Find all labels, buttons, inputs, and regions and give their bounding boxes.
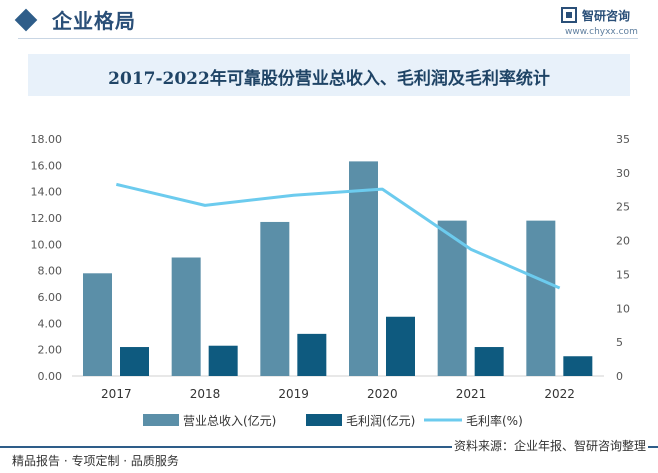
y-right-tick-label: 30 xyxy=(616,167,630,180)
bar-gross-profit xyxy=(563,356,593,376)
y-right-tick-label: 35 xyxy=(616,133,630,146)
legend-swatch-revenue xyxy=(143,414,179,426)
x-tick-label: 2019 xyxy=(278,387,309,401)
y-left-tick-label: 8.00 xyxy=(38,265,63,278)
x-tick-label: 2022 xyxy=(544,387,575,401)
legend-label-gross-profit: 毛利润(亿元) xyxy=(346,413,415,428)
y-left-tick-label: 18.00 xyxy=(31,133,63,146)
x-tick-label: 2020 xyxy=(367,387,398,401)
y-right-tick-label: 15 xyxy=(616,268,630,281)
y-left-tick-label: 4.00 xyxy=(38,317,63,330)
y-left-tick-label: 0.00 xyxy=(38,370,63,383)
chart: 0.00 2.00 4.00 6.00 8.00 10.00 12.00 14.00 16.00… xyxy=(31,133,631,428)
legend-label-revenue: 营业总收入(亿元) xyxy=(183,413,276,428)
x-tick-label: 2018 xyxy=(190,387,221,401)
footer-slogan: 精品报告 · 专项定制 · 品质服务 xyxy=(12,454,179,468)
bar-gross-profit xyxy=(474,347,504,376)
legend-swatch-gross-profit xyxy=(306,414,342,426)
y-left-tick-label: 14.00 xyxy=(31,186,63,199)
bar-gross-profit xyxy=(297,333,327,376)
y-right-tick-label: 0 xyxy=(616,370,623,383)
y-right-tick-label: 5 xyxy=(616,336,623,349)
y-left-tick-label: 10.00 xyxy=(31,238,63,251)
brand-logo-icon xyxy=(561,7,577,23)
y-left-tick-label: 2.00 xyxy=(38,344,63,357)
legend-label-gross-margin: 毛利率(%) xyxy=(466,413,523,428)
chart-title: 2017-2022年可靠股份营业总收入、毛利润及毛利率统计 xyxy=(108,69,550,89)
data-source: 资料来源：企业年报、智研咨询整理 xyxy=(451,437,648,454)
bar-revenue xyxy=(437,220,467,376)
y-right-tick-label: 20 xyxy=(616,235,630,248)
bar-revenue xyxy=(260,221,290,376)
section-title: 企业格局 xyxy=(52,9,136,33)
y-right-tick-label: 25 xyxy=(616,201,630,214)
bar-gross-profit xyxy=(120,347,149,376)
y-right-tick-label: 10 xyxy=(616,302,630,315)
y-left-tick-label: 6.00 xyxy=(38,291,63,304)
brand-url: www.chyxx.com xyxy=(565,27,638,37)
bar-revenue xyxy=(83,273,112,376)
y-left-tick-label: 16.00 xyxy=(31,159,63,172)
bar-revenue xyxy=(349,161,378,376)
footer-divider xyxy=(0,446,658,448)
x-tick-label: 2021 xyxy=(456,387,487,401)
brand-name: 智研咨询 xyxy=(582,9,631,23)
line-gross-margin xyxy=(115,182,561,290)
chart-title-band: 2017-2022年可靠股份营业总收入、毛利润及毛利率统计 xyxy=(28,54,630,96)
x-tick-label: 2017 xyxy=(101,387,132,401)
header: 企业格局 智研咨询 www.chyxx.com xyxy=(0,0,658,46)
y-left-tick-label: 12.00 xyxy=(31,212,63,225)
bar-gross-profit xyxy=(386,316,415,376)
bar-gross-profit xyxy=(208,345,238,376)
bar-revenue xyxy=(526,220,556,376)
header-divider xyxy=(18,38,638,39)
bar-revenue xyxy=(171,257,201,376)
